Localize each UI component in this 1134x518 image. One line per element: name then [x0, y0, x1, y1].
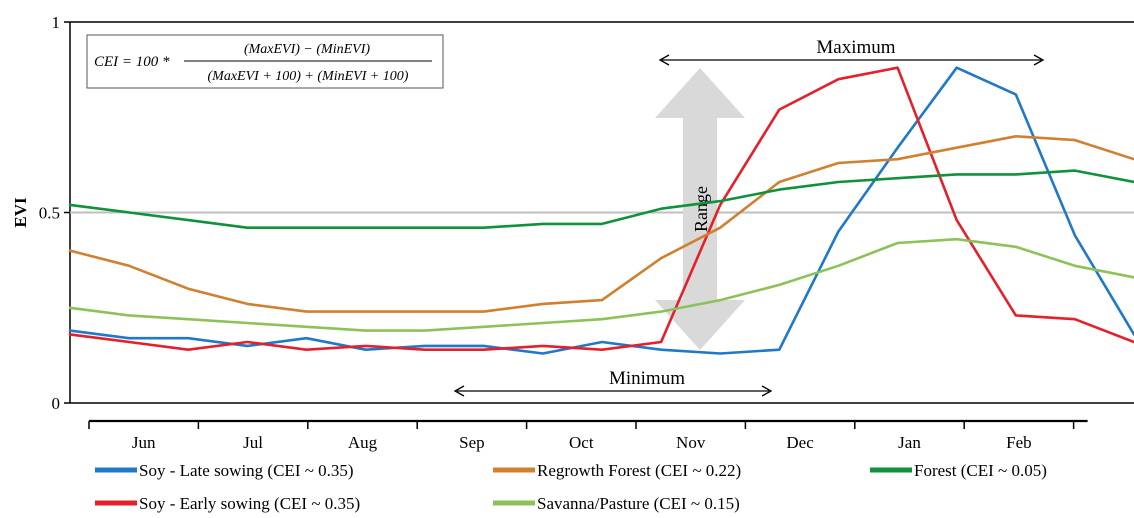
legend-label: Soy - Early sowing (CEI ~ 0.35) [139, 494, 360, 513]
series-line-2 [68, 66, 1134, 351]
month-label-oct: Oct [569, 433, 594, 452]
legend-item-2: Soy - Early sowing (CEI ~ 0.35) [95, 494, 360, 513]
range-arrow [655, 68, 745, 350]
month-label-sep: Sep [459, 433, 485, 452]
legend-item-5: Savanna/Pasture (CEI ~ 0.15) [493, 494, 740, 513]
formula-denominator: (MaxEVI + 100) + (MinEVI + 100) [208, 69, 409, 84]
annotations: Maximum Minimum [453, 37, 1045, 397]
series-group [68, 66, 1134, 355]
month-label-jun: Jun [132, 433, 156, 452]
legend-label: Regrowth Forest (CEI ~ 0.22) [537, 461, 741, 480]
axes: 0 0.5 1 EVI Jun Jul Aug Sep Oct Nov Dec Jan Feb [11, 13, 1134, 452]
y-tick-label: 0.5 [39, 204, 60, 223]
legend-label: Forest (CEI ~ 0.05) [914, 461, 1047, 480]
legend-item-3: Regrowth Forest (CEI ~ 0.22) [493, 461, 741, 480]
y-axis-label: EVI [11, 197, 30, 228]
maximum-arrow [658, 54, 1045, 66]
month-label-dec: Dec [786, 433, 814, 452]
legend-item-4: Forest (CEI ~ 0.05) [870, 461, 1047, 480]
maximum-label: Maximum [816, 37, 895, 58]
legend-item-1: Soy - Late sowing (CEI ~ 0.35) [95, 461, 354, 480]
series-line-3 [68, 135, 1134, 313]
month-label-feb: Feb [1006, 433, 1032, 452]
minimum-label: Minimum [609, 368, 685, 389]
series-line-5 [68, 237, 1134, 332]
month-label-jan: Jan [898, 433, 921, 452]
y-tick-label: 0 [52, 394, 61, 413]
legend-label: Soy - Late sowing (CEI ~ 0.35) [139, 461, 354, 480]
month-label-aug: Aug [348, 433, 378, 452]
series-line-4 [68, 169, 1134, 229]
minimum-arrow [453, 385, 773, 397]
range-annotation: Range [655, 68, 745, 350]
y-tick-label: 1 [52, 13, 61, 32]
range-label: Range [691, 186, 711, 232]
series-line-1 [68, 66, 1134, 355]
month-label-nov: Nov [676, 433, 706, 452]
legend-label: Savanna/Pasture (CEI ~ 0.15) [537, 494, 740, 513]
month-label-jul: Jul [243, 433, 263, 452]
formula-numerator: (MaxEVI) − (MinEVI) [244, 42, 370, 57]
formula-lhs: CEI = 100 * [94, 54, 170, 70]
legend: Soy - Late sowing (CEI ~ 0.35) Soy - Earl… [95, 461, 1047, 513]
cei-formula-box: CEI = 100 * (MaxEVI) − (MinEVI) (MaxEVI + … [86, 34, 444, 89]
